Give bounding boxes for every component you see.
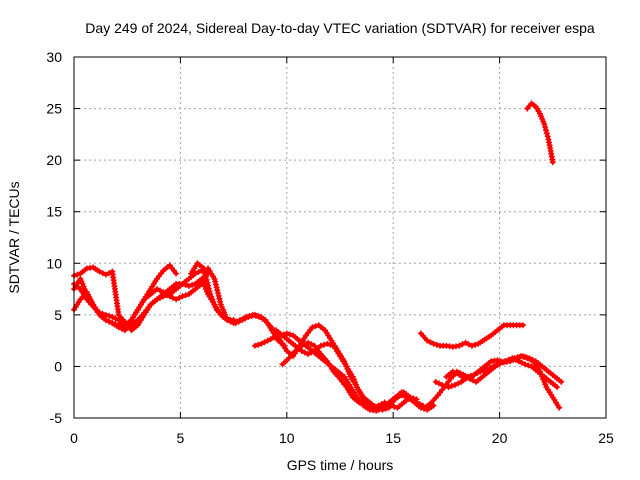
y-tick-label: 10 [46,255,62,271]
data-layer [71,100,565,414]
y-axis-label: SDTVAR / TECUs [6,181,22,293]
x-tick-label: 15 [385,430,401,446]
series-line [72,266,287,348]
series-markers [417,322,526,350]
x-tick-label: 0 [70,430,78,446]
y-tick-label: 5 [54,307,62,323]
series-track-4 [71,265,288,349]
y-tick-label: -5 [50,410,63,426]
x-axis-label: GPS time / hours [287,457,394,473]
y-tick-label: 20 [46,152,62,168]
series-track-8 [279,339,420,411]
series-markers [279,339,420,411]
x-tick-label: 10 [279,430,295,446]
y-tick-label: 30 [46,49,62,65]
series-track-13 [524,100,556,166]
series-markers [524,100,556,166]
chart-title: Day 249 of 2024, Sidereal Day-to-day VTE… [85,20,595,36]
x-tick-label: 25 [598,430,614,446]
grid [74,57,606,418]
series-track-9 [417,322,526,350]
series-track-12 [443,353,565,385]
y-tick-label: 0 [54,358,62,374]
series-markers [71,265,288,349]
y-tick-label: 25 [46,101,62,117]
x-tick-label: 5 [177,430,185,446]
series-markers [443,353,565,385]
y-tick-label: 15 [46,204,62,220]
plot-frame [73,56,607,419]
x-tick-label: 20 [492,430,508,446]
ticks: 0 5 10 15 20 25 -5 0 5 10 15 20 25 30 [46,49,614,446]
